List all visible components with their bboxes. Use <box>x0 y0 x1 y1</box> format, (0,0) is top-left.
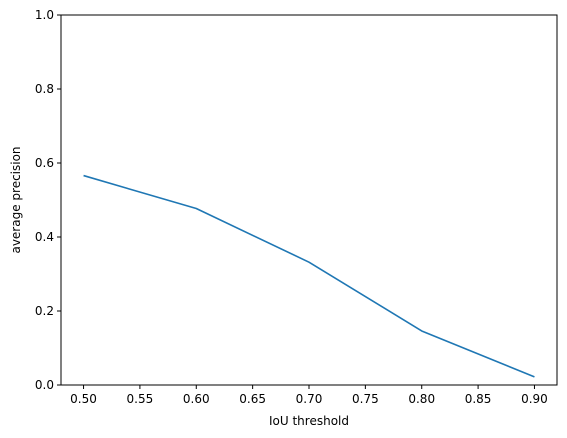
y-axis-ticks: 0.0 0.2 0.4 0.6 0.8 1.0 <box>35 8 61 392</box>
x-tick-label: 0.75 <box>352 392 379 406</box>
y-tick-label: 0.6 <box>35 156 54 170</box>
y-tick-label: 0.4 <box>35 230 54 244</box>
y-tick-label: 0.0 <box>35 378 54 392</box>
y-tick-label: 0.2 <box>35 304 54 318</box>
x-tick-label: 0.80 <box>408 392 435 406</box>
series-layer <box>83 174 535 378</box>
x-tick-label: 0.50 <box>70 392 97 406</box>
x-tick-label: 0.60 <box>183 392 210 406</box>
x-tick-label: 0.65 <box>239 392 266 406</box>
x-tick-label: 0.90 <box>521 392 548 406</box>
x-tick-label: 0.55 <box>127 392 154 406</box>
y-tick-label: 1.0 <box>35 8 54 22</box>
plot-area-frame <box>60 14 558 386</box>
x-tick-label: 0.70 <box>296 392 323 406</box>
x-tick-label: 0.85 <box>465 392 492 406</box>
x-axis-ticks: 0.50 0.55 0.60 0.65 0.70 0.75 0.80 0.85 0.90 <box>70 385 548 406</box>
x-axis-label: IoU threshold <box>269 414 349 428</box>
y-tick-label: 0.8 <box>35 82 54 96</box>
series-line <box>83 174 535 378</box>
y-axis-label: average precision <box>9 146 23 253</box>
